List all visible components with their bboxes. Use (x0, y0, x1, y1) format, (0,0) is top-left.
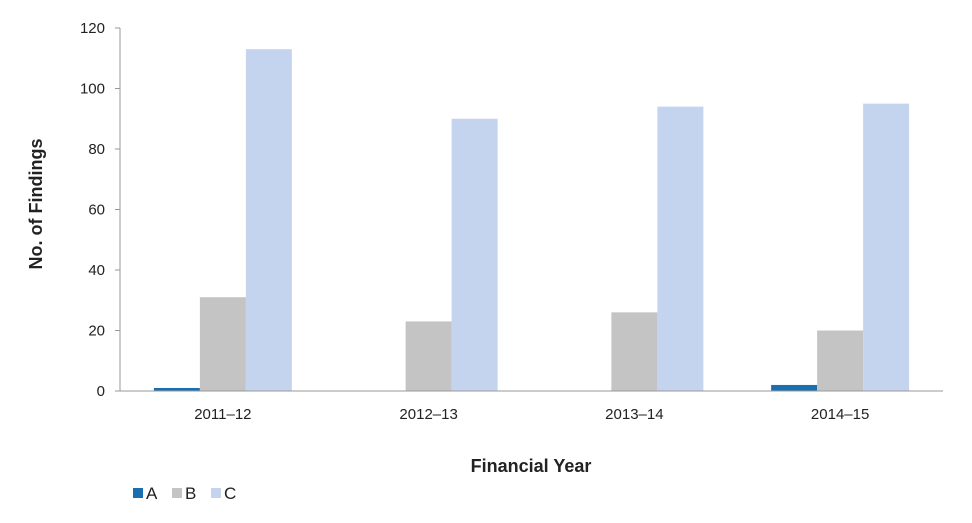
bar-c-4 (863, 103, 910, 391)
x-axis-title: Financial Year (471, 456, 592, 476)
y-tick-label: 60 (88, 202, 105, 219)
legend-label-c: C (224, 484, 236, 503)
x-axis-ticks: 2011–12 2012–13 2013–14 2014–15 (194, 406, 869, 423)
legend-swatch-a (133, 488, 143, 498)
y-tick-label: 0 (97, 383, 105, 400)
bar-c-2 (451, 118, 498, 391)
bar-b-4 (817, 330, 864, 391)
y-tick-label: 40 (88, 262, 105, 279)
y-tick-label: 20 (88, 323, 105, 340)
bar-b-2 (405, 321, 452, 391)
legend-label-b: B (185, 484, 196, 503)
x-tick-label: 2013–14 (605, 406, 663, 423)
bar-c-1 (245, 49, 292, 392)
x-tick-label: 2012–13 (399, 406, 457, 423)
bar-b-1 (199, 297, 246, 391)
y-axis-ticks: 0 20 40 60 80 100 120 (80, 20, 120, 400)
x-tick-label: 2014–15 (811, 406, 869, 423)
legend-swatch-c (211, 488, 221, 498)
y-tick-label: 100 (80, 81, 105, 98)
y-axis-title: No. of Findings (26, 139, 46, 270)
bar-b-3 (611, 312, 658, 391)
y-tick-label: 120 (80, 20, 105, 37)
legend-swatch-b (172, 488, 182, 498)
x-tick-label: 2011–12 (194, 406, 251, 423)
y-tick-label: 80 (88, 141, 105, 158)
bar-a-4 (771, 384, 818, 391)
bars (153, 49, 910, 392)
legend-label-a: A (146, 484, 158, 503)
legend: A B C (133, 484, 236, 503)
bar-c-3 (657, 106, 704, 392)
bar-a-1 (153, 387, 200, 391)
